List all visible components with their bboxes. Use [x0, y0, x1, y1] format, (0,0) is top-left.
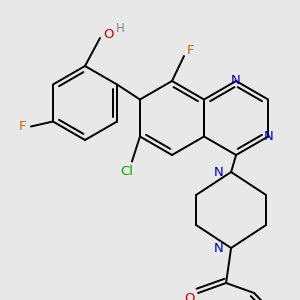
Text: N: N: [231, 74, 241, 88]
Text: Cl: Cl: [121, 165, 134, 178]
Text: H: H: [116, 22, 124, 34]
Text: N: N: [214, 166, 224, 178]
Text: F: F: [186, 44, 194, 56]
Text: O: O: [184, 292, 194, 300]
Text: F: F: [19, 120, 27, 133]
Text: N: N: [263, 130, 273, 143]
Text: N: N: [214, 242, 224, 254]
Text: O: O: [103, 28, 113, 40]
